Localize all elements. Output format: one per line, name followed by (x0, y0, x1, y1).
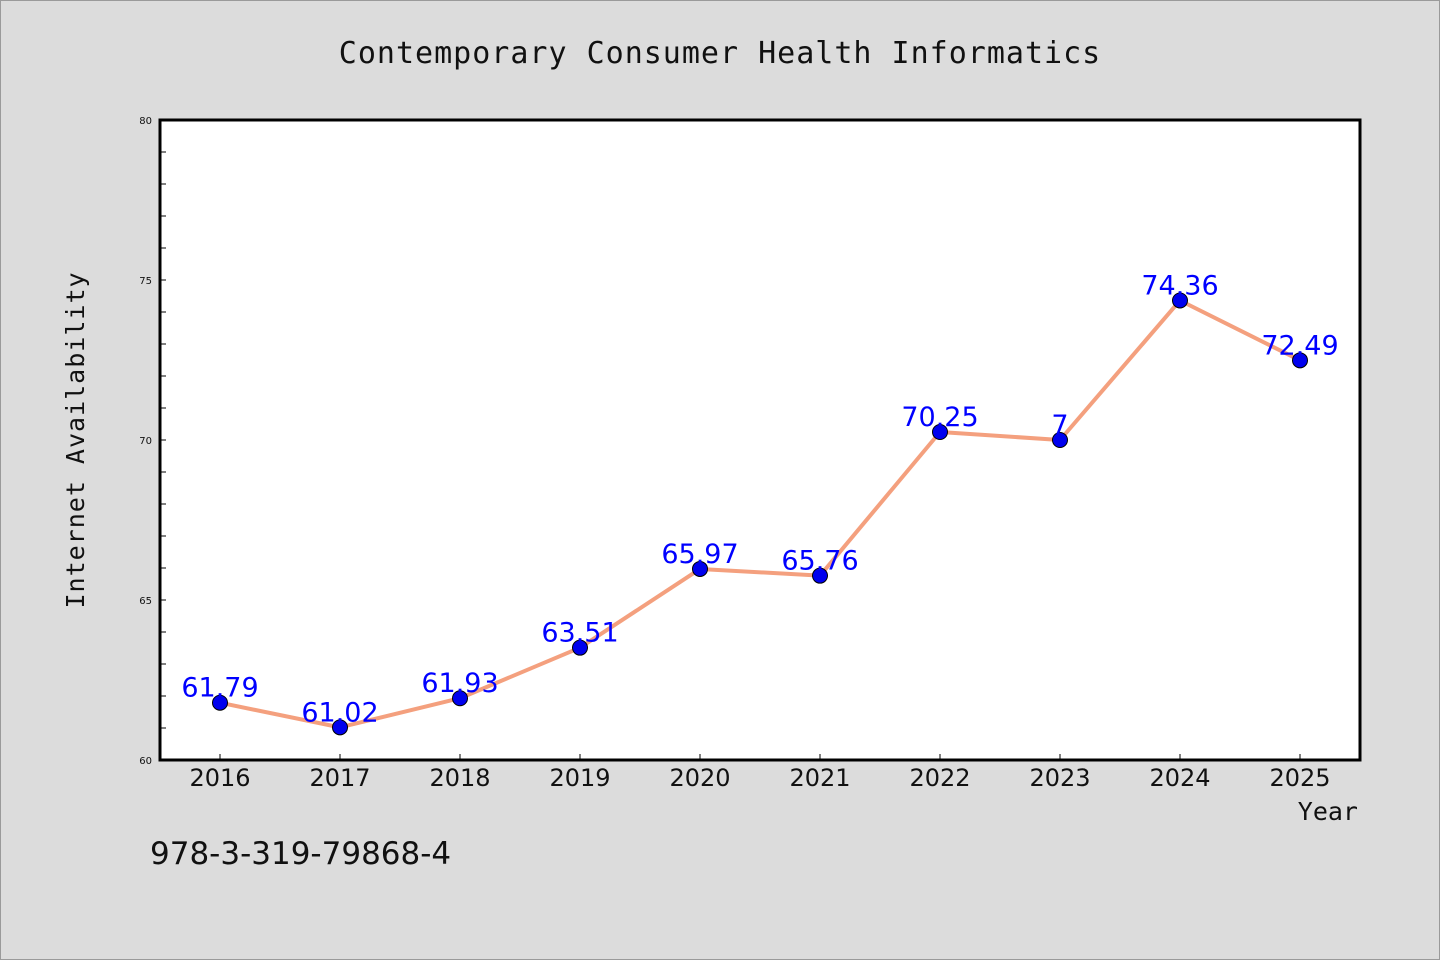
x-tick-label: 2023 (1029, 764, 1090, 792)
data-point-label: 72.49 (1261, 330, 1338, 361)
x-ticks (219, 754, 1301, 760)
data-point-label: 61.02 (301, 697, 378, 728)
data-point-label: 63.51 (541, 618, 618, 649)
isbn-text: 978-3-319-79868-4 (150, 836, 451, 872)
x-tick-label: 2022 (909, 764, 970, 792)
x-tick-label: 2018 (429, 764, 490, 792)
data-point-marker (332, 719, 348, 736)
data-point-label: 65.76 (781, 546, 858, 577)
data-point-label: 74.36 (1141, 270, 1218, 301)
data-markers (212, 292, 1308, 736)
data-point-marker (932, 424, 948, 440)
chart-title: Contemporary Consumer Health Informatics (339, 36, 1101, 71)
data-point-marker (692, 560, 708, 577)
y-tick-label: 80 (139, 116, 152, 127)
data-point-marker (212, 694, 228, 711)
data-point-label: 70.25 (901, 402, 978, 433)
y-tick-label: 60 (139, 756, 152, 767)
x-tick-label: 2020 (669, 764, 730, 792)
data-point-marker (452, 690, 468, 707)
data-point-label: 61.79 (181, 673, 258, 704)
y-tick-label: 75 (139, 276, 152, 287)
y-tick-labels: 60 65 70 75 80 (139, 116, 152, 767)
plot-area (158, 118, 1362, 762)
x-tick-label: 2024 (1149, 764, 1210, 792)
y-axis-label: Internet Availability (61, 271, 90, 608)
data-point-marker (812, 567, 828, 584)
x-tick-label: 2019 (549, 764, 610, 792)
data-point-label: 61.93 (421, 668, 498, 699)
data-labels: 61.79 61.02 61.93 63.51 65.97 65.76 70.25 7 74.3… (181, 270, 1338, 728)
x-tick-labels: 2016 2017 2018 2019 2020 2021 2022 2023 2024 2025 (189, 764, 1330, 792)
y-tick-label: 70 (139, 436, 152, 447)
y-tick-label: 65 (139, 596, 152, 607)
data-point-marker (1292, 352, 1308, 369)
x-tick-label: 2016 (189, 764, 250, 792)
data-point-marker (572, 639, 588, 656)
x-tick-label: 2025 (1269, 764, 1330, 792)
y-minor-ticks (160, 119, 166, 761)
data-point-marker (1172, 292, 1188, 309)
data-point-marker (1052, 432, 1068, 448)
data-point-label: 7 (1051, 410, 1068, 441)
data-point-label: 65.97 (661, 539, 738, 570)
x-tick-label: 2017 (309, 764, 370, 792)
x-tick-label: 2021 (789, 764, 850, 792)
x-axis-label: Year (1298, 797, 1358, 826)
series-line (218, 298, 1302, 730)
